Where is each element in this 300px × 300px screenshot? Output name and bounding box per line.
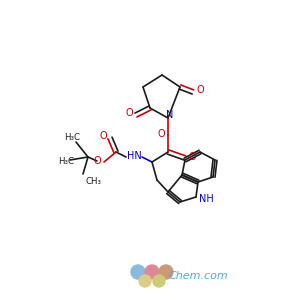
Text: H₃C: H₃C <box>64 133 80 142</box>
Text: NH: NH <box>199 194 213 204</box>
Text: O: O <box>157 129 165 139</box>
Text: N: N <box>166 110 174 120</box>
Text: HN: HN <box>127 151 141 161</box>
Circle shape <box>153 275 165 287</box>
Text: O: O <box>93 156 101 166</box>
Text: CH₃: CH₃ <box>86 178 102 187</box>
Circle shape <box>139 275 151 287</box>
Text: H₃C: H₃C <box>58 157 74 166</box>
Circle shape <box>131 265 145 279</box>
Text: O: O <box>196 85 204 95</box>
Text: O: O <box>99 131 107 141</box>
Circle shape <box>145 265 159 279</box>
Text: Chem.com: Chem.com <box>168 271 228 281</box>
Text: O: O <box>188 152 196 162</box>
Circle shape <box>159 265 173 279</box>
Text: O: O <box>125 108 133 118</box>
